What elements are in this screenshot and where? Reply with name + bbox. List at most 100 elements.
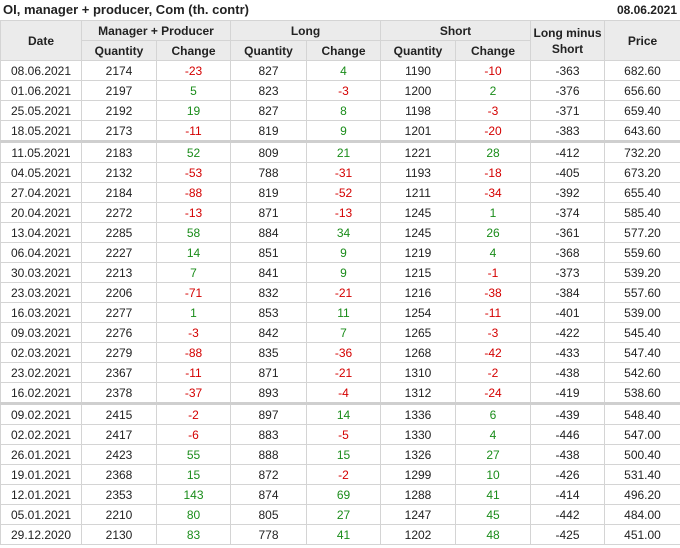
cell-short-change: 48 — [455, 524, 532, 545]
cell-mp-change: -88 — [156, 342, 231, 363]
cell-date: 23.03.2021 — [0, 282, 82, 303]
cell-date: 01.06.2021 — [0, 80, 82, 101]
cell-long-change: -21 — [305, 282, 382, 303]
cell-mp-quantity: 2130 — [81, 524, 157, 545]
cell-date: 04.05.2021 — [0, 162, 82, 183]
cell-short-quantity: 1299 — [380, 464, 457, 485]
cell-short-quantity: 1336 — [380, 402, 457, 425]
cell-date: 19.01.2021 — [0, 464, 82, 485]
col-price: Price — [604, 20, 680, 61]
cell-price: 673.20 — [604, 162, 680, 183]
cell-long-change: 9 — [305, 242, 382, 263]
cell-short-quantity: 1310 — [380, 362, 457, 383]
cell-short-change: -1 — [455, 262, 532, 283]
cell-long-change: 9 — [305, 262, 382, 283]
cell-mp-quantity: 2367 — [81, 362, 157, 383]
cell-long-change: -3 — [305, 80, 382, 101]
page-title: OI, manager + producer, Com (th. contr) — [3, 2, 249, 17]
cell-short-change: 2 — [455, 80, 532, 101]
cell-long-quantity: 805 — [230, 504, 307, 525]
title-bar: OI, manager + producer, Com (th. contr) … — [0, 0, 680, 20]
cell-short-quantity: 1254 — [380, 302, 457, 323]
cell-mp-quantity: 2417 — [81, 424, 157, 445]
cell-long-minus-short: -433 — [530, 342, 606, 363]
cell-long-quantity: 888 — [230, 444, 307, 465]
cell-short-quantity: 1219 — [380, 242, 457, 263]
cell-date: 27.04.2021 — [0, 182, 82, 203]
cell-price: 496.20 — [604, 484, 680, 505]
table-row: 20.04.2021 2272 -13 871 -13 1245 1 -374 585.40 — [0, 202, 680, 223]
cell-mp-quantity: 2173 — [81, 120, 157, 142]
cell-date: 11.05.2021 — [0, 140, 82, 163]
cell-long-change: 21 — [305, 140, 382, 163]
cell-long-quantity: 883 — [230, 424, 307, 445]
cell-mp-quantity: 2197 — [81, 80, 157, 101]
cell-price: 643.60 — [604, 120, 680, 142]
cell-date: 08.06.2021 — [0, 60, 82, 81]
cell-date: 23.02.2021 — [0, 362, 82, 383]
cell-short-quantity: 1245 — [380, 222, 457, 243]
table-row: 16.03.2021 2277 1 853 11 1254 -11 -401 539.00 — [0, 302, 680, 323]
cell-price: 451.00 — [604, 524, 680, 545]
cell-long-change: -2 — [305, 464, 382, 485]
cell-mp-change: 1 — [156, 302, 231, 323]
cell-short-change: 10 — [455, 464, 532, 485]
cell-long-change: -13 — [305, 202, 382, 223]
cell-long-quantity: 871 — [230, 362, 307, 383]
cell-mp-quantity: 2423 — [81, 444, 157, 465]
cell-long-quantity: 827 — [230, 60, 307, 81]
table-row: 23.02.2021 2367 -11 871 -21 1310 -2 -438 542.60 — [0, 362, 680, 383]
cell-long-quantity: 872 — [230, 464, 307, 485]
cell-short-quantity: 1245 — [380, 202, 457, 223]
cell-mp-change: 55 — [156, 444, 231, 465]
table-row: 27.04.2021 2184 -88 819 -52 1211 -34 -392 655.40 — [0, 182, 680, 203]
cell-long-quantity: 778 — [230, 524, 307, 545]
cell-long-change: 9 — [305, 120, 382, 142]
cell-date: 06.04.2021 — [0, 242, 82, 263]
cell-short-change: 6 — [455, 402, 532, 425]
cell-short-change: -3 — [455, 100, 532, 121]
cell-price: 557.60 — [604, 282, 680, 303]
cell-long-minus-short: -414 — [530, 484, 606, 505]
cell-short-quantity: 1247 — [380, 504, 457, 525]
col-short-quantity: Quantity — [380, 40, 457, 61]
cell-long-minus-short: -371 — [530, 100, 606, 121]
table-row: 18.05.2021 2173 -11 819 9 1201 -20 -383 643.60 — [0, 120, 680, 142]
cell-mp-quantity: 2183 — [81, 140, 157, 163]
cell-mp-quantity: 2184 — [81, 182, 157, 203]
cell-price: 500.40 — [604, 444, 680, 465]
cell-mp-quantity: 2276 — [81, 322, 157, 343]
cell-long-minus-short: -422 — [530, 322, 606, 343]
cell-long-quantity: 893 — [230, 382, 307, 404]
report-date: 08.06.2021 — [616, 3, 677, 17]
cell-short-change: -38 — [455, 282, 532, 303]
cell-mp-quantity: 2206 — [81, 282, 157, 303]
cell-date: 13.04.2021 — [0, 222, 82, 243]
cell-long-minus-short: -384 — [530, 282, 606, 303]
cell-date: 26.01.2021 — [0, 444, 82, 465]
table-row: 23.03.2021 2206 -71 832 -21 1216 -38 -384 557.60 — [0, 282, 680, 303]
cell-long-minus-short: -401 — [530, 302, 606, 323]
cell-mp-change: -23 — [156, 60, 231, 81]
cell-long-change: 27 — [305, 504, 382, 525]
cell-long-quantity: 835 — [230, 342, 307, 363]
table-row: 13.04.2021 2285 58 884 34 1245 26 -361 577.20 — [0, 222, 680, 243]
cell-price: 531.40 — [604, 464, 680, 485]
cell-long-quantity: 788 — [230, 162, 307, 183]
cell-short-quantity: 1193 — [380, 162, 457, 183]
cell-short-change: -34 — [455, 182, 532, 203]
cell-short-change: 4 — [455, 424, 532, 445]
cell-long-quantity: 851 — [230, 242, 307, 263]
cell-mp-change: 14 — [156, 242, 231, 263]
cell-long-quantity: 897 — [230, 402, 307, 425]
cell-long-quantity: 832 — [230, 282, 307, 303]
cell-short-change: 26 — [455, 222, 532, 243]
cell-price: 577.20 — [604, 222, 680, 243]
cell-short-quantity: 1198 — [380, 100, 457, 121]
cell-price: 547.40 — [604, 342, 680, 363]
cell-short-change: -24 — [455, 382, 532, 404]
cell-mp-quantity: 2415 — [81, 402, 157, 425]
cell-short-quantity: 1288 — [380, 484, 457, 505]
cell-short-change: 41 — [455, 484, 532, 505]
cell-long-change: 7 — [305, 322, 382, 343]
